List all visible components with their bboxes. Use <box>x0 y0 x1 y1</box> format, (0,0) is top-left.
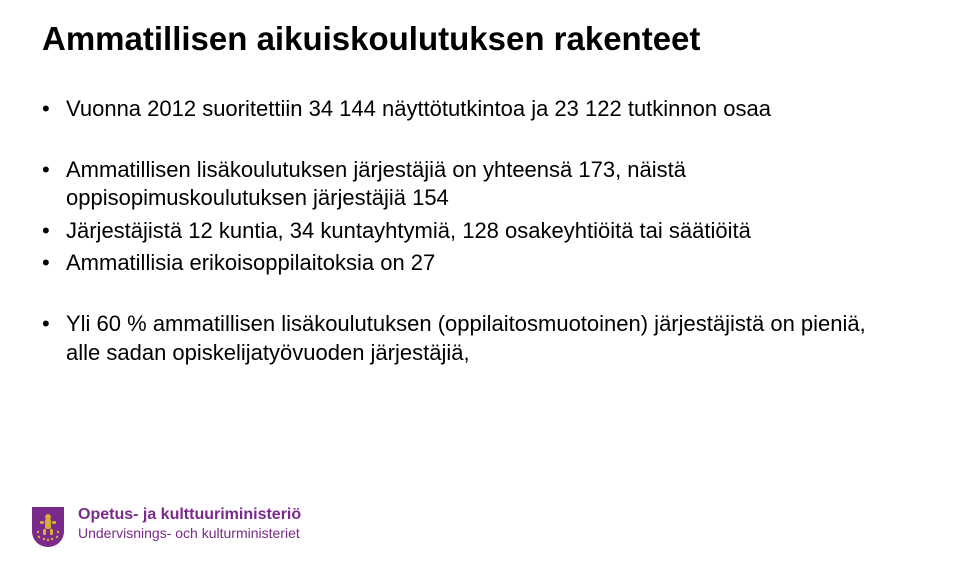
footer-line-1: Opetus- ja kulttuuriministeriö <box>78 505 301 525</box>
bullet-item: Vuonna 2012 suoritettiin 34 144 näyttötu… <box>42 95 899 124</box>
bullet-text: Ammatillisen lisäkoulutuksen järjestäjiä… <box>66 157 686 211</box>
slide-title: Ammatillisen aikuiskoulutuksen rakenteet <box>42 20 919 58</box>
bullet-text: Järjestäjistä 12 kuntia, 34 kuntayhtymiä… <box>66 218 751 243</box>
bullet-item: Ammatillisen lisäkoulutuksen järjestäjiä… <box>42 156 899 213</box>
bullet-item: Järjestäjistä 12 kuntia, 34 kuntayhtymiä… <box>42 217 899 246</box>
slide: Ammatillisen aikuiskoulutuksen rakenteet… <box>0 0 959 567</box>
footer-line-2: Undervisnings- och kulturministeriet <box>78 525 301 543</box>
footer: Opetus- ja kulttuuriministeriö Undervisn… <box>30 505 301 549</box>
bullet-text: Ammatillisia erikoisoppilaitoksia on 27 <box>66 250 435 275</box>
ministry-logo-icon <box>30 505 66 549</box>
bullet-item: Ammatillisia erikoisoppilaitoksia on 27 <box>42 249 899 278</box>
bullet-list: Ammatillisen lisäkoulutuksen järjestäjiä… <box>42 156 899 278</box>
slide-content: Vuonna 2012 suoritettiin 34 144 näyttötu… <box>42 95 899 371</box>
spacer <box>42 128 899 156</box>
bullet-item: Yli 60 % ammatillisen lisäkoulutuksen (o… <box>42 310 899 367</box>
spacer <box>42 282 899 310</box>
bullet-text: Yli 60 % ammatillisen lisäkoulutuksen (o… <box>66 311 866 365</box>
bullet-list: Vuonna 2012 suoritettiin 34 144 näyttötu… <box>42 95 899 124</box>
footer-text: Opetus- ja kulttuuriministeriö Undervisn… <box>78 505 301 543</box>
bullet-list: Yli 60 % ammatillisen lisäkoulutuksen (o… <box>42 310 899 367</box>
bullet-text: Vuonna 2012 suoritettiin 34 144 näyttötu… <box>66 96 771 121</box>
